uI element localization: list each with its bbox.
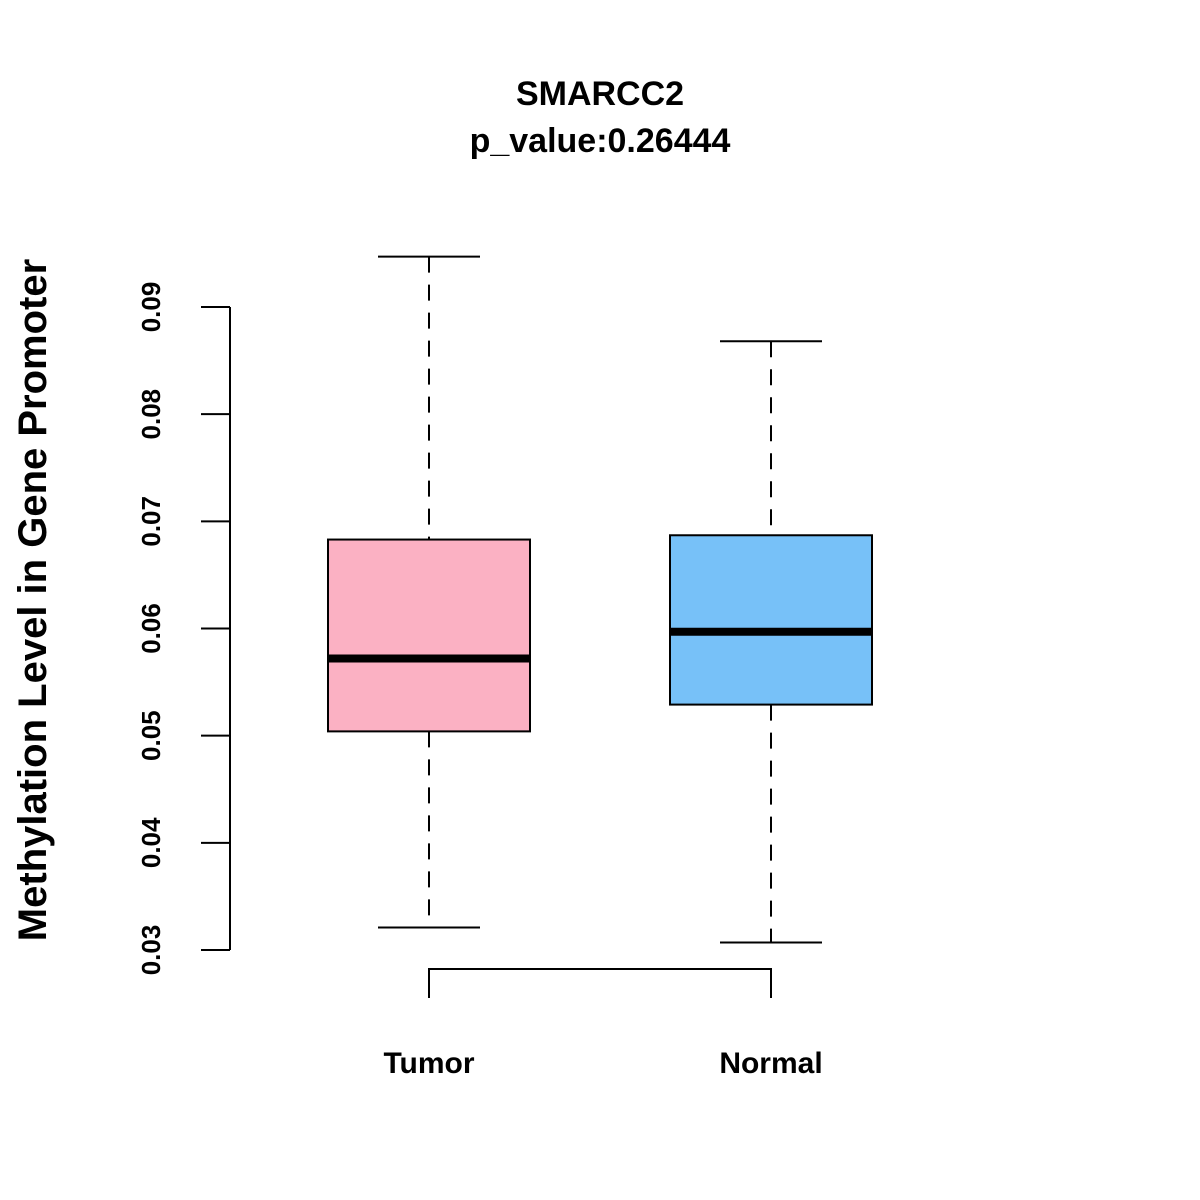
box-normal: [669, 340, 873, 944]
y-tick-label: 0.07: [136, 496, 166, 547]
y-tick-label: 0.03: [136, 925, 166, 976]
y-tick-label: 0.05: [136, 710, 166, 761]
iqr-box: [327, 538, 531, 733]
iqr-box: [669, 534, 873, 706]
y-tick-label: 0.09: [136, 282, 166, 333]
comparison-bracket: [428, 968, 772, 998]
y-axis-label: Methylation Level in Gene Promoter: [11, 259, 55, 941]
x-tick-label: Normal: [719, 1047, 822, 1080]
x-tick-label: Tumor: [383, 1047, 474, 1080]
y-tick-label: 0.08: [136, 389, 166, 440]
box-tumor: [327, 255, 531, 929]
y-tick-label: 0.04: [136, 817, 166, 868]
chart-subtitle: p_value:0.26444: [470, 122, 731, 160]
chart-title: SMARCC2: [516, 75, 684, 113]
y-tick-label: 0.06: [136, 603, 166, 654]
